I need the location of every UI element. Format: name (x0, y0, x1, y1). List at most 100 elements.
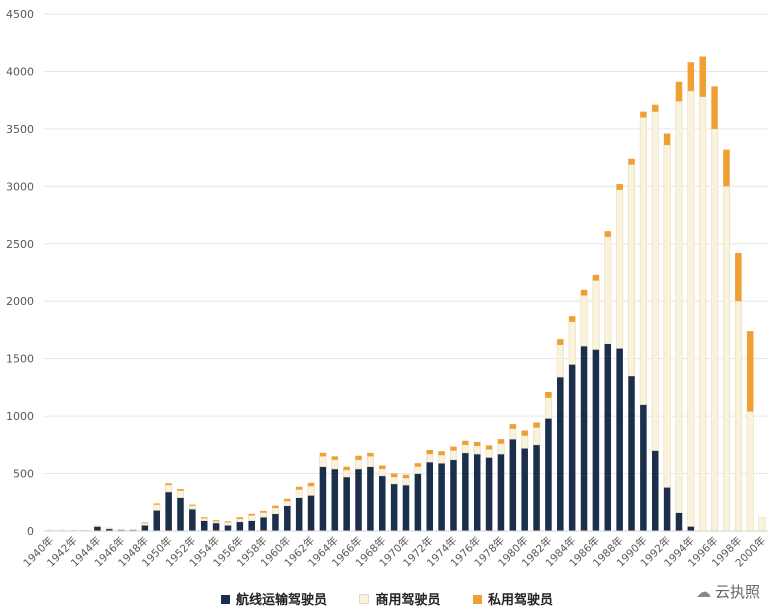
bar-segment (212, 522, 220, 531)
bar-segment (485, 449, 493, 458)
bar-segment (473, 445, 481, 455)
bar-segment (200, 517, 208, 519)
bar-segment (284, 505, 291, 531)
bar-segment (758, 516, 766, 532)
bar-segment (343, 466, 350, 471)
bar-segment (640, 111, 647, 118)
bar-segment (628, 375, 635, 531)
bar-segment (533, 422, 540, 428)
bar-segment (236, 517, 244, 519)
bar-segment (331, 459, 339, 470)
y-tick-label: 3500 (6, 123, 34, 136)
bar-segment (177, 497, 184, 531)
bar-segment (105, 527, 113, 530)
bar-segment (248, 513, 255, 516)
bar-segment (497, 443, 505, 455)
bar-segment (236, 521, 244, 531)
bar-segment (462, 452, 469, 531)
bar-segment (378, 475, 386, 531)
bar-segment (117, 529, 125, 531)
bar-segment (675, 101, 683, 513)
bar-segment (592, 274, 600, 281)
bar-segment (532, 427, 541, 446)
bar-segment (414, 466, 422, 474)
bar-segment (272, 505, 279, 509)
bar-segment (224, 525, 232, 531)
bar-segment (711, 86, 718, 129)
legend-swatch (220, 595, 230, 604)
bar-segment (94, 526, 101, 531)
bar-segment (687, 526, 695, 531)
bar-segment (592, 280, 600, 350)
legend-item: 航线运输驾驶员 (220, 589, 327, 608)
bar-segment (580, 295, 588, 347)
bar-segment (129, 529, 137, 531)
legend-item: 私用驾驶员 (473, 589, 553, 608)
bar-segment (165, 483, 172, 486)
bar-segment (545, 391, 552, 398)
bar-segment (557, 339, 564, 345)
bar-segment (544, 397, 552, 419)
bar-segment (485, 445, 493, 450)
bar-segment (509, 439, 517, 531)
bar-segment (580, 346, 588, 531)
legend-label: 航线运输驾驶员 (235, 593, 327, 608)
bar-segment (248, 520, 255, 531)
bar-segment (509, 424, 517, 429)
bar-segment (735, 252, 742, 302)
grid-lines (44, 13, 768, 475)
bar-segment (260, 517, 267, 531)
bar-segment (295, 489, 303, 498)
bar-segment (414, 473, 422, 531)
bar-segment (402, 477, 410, 486)
legend-swatch (359, 594, 370, 604)
y-tick-label: 3000 (6, 180, 34, 193)
bar-segment (366, 456, 374, 467)
bar-segment (746, 411, 754, 532)
bar-segment (722, 186, 731, 532)
bar-segment (509, 428, 517, 440)
bar-segment (224, 522, 232, 526)
bar-segment (497, 454, 505, 531)
bar-segment (663, 487, 671, 531)
bar-segment (616, 189, 624, 349)
bar-segment (545, 418, 552, 531)
bar-segment (580, 289, 588, 296)
bar-segment (627, 164, 636, 377)
bar-segment (426, 453, 434, 463)
bar-segment (687, 62, 695, 91)
bar-segment (568, 364, 576, 531)
bar-segment (557, 377, 564, 531)
bar-segment (438, 451, 445, 456)
bar-segment (378, 468, 386, 477)
bar-segment (616, 184, 623, 190)
bar-segment (711, 128, 719, 532)
bar-segment (331, 468, 339, 531)
bar-segment (616, 348, 623, 531)
cloud-icon: ☁ (695, 583, 711, 601)
bar-segment (189, 504, 196, 506)
bar-segment (271, 507, 280, 515)
bar-segment (224, 521, 232, 523)
bar-segment (177, 489, 184, 491)
bar-segment (438, 454, 446, 464)
bars (46, 56, 766, 532)
bar-segment (568, 321, 576, 365)
bar-segment (390, 476, 398, 485)
bar-segment (212, 520, 220, 524)
bar-segment (343, 469, 351, 478)
y-tick-label: 4500 (6, 8, 34, 21)
bar-segment (699, 56, 706, 97)
bar-segment (319, 456, 327, 467)
bar-segment (473, 454, 481, 531)
bar-segment (746, 331, 754, 412)
y-tick-label: 1000 (6, 410, 34, 423)
legend-label: 商用驾驶员 (375, 593, 441, 608)
bar-segment (248, 515, 256, 521)
bar-segment (153, 504, 161, 511)
bar-segment (639, 117, 647, 405)
bar-segment (663, 144, 671, 488)
bar-segment (402, 474, 410, 479)
bar-segment (687, 90, 695, 527)
y-tick-label: 1500 (6, 353, 34, 366)
